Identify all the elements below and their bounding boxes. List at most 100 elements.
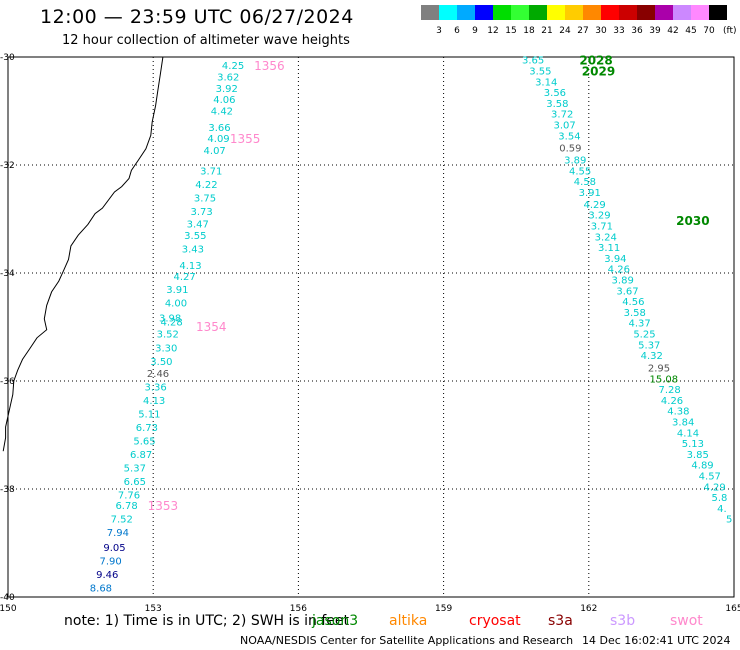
wave-height-value: 3.07 xyxy=(553,121,575,132)
wave-height-value: 5.37 xyxy=(638,340,660,351)
wave-height-value: 3.36 xyxy=(144,382,166,393)
wave-height-value: 3.24 xyxy=(595,232,617,243)
pass-time-label: 1355 xyxy=(230,132,261,146)
wave-height-value: 4.29 xyxy=(583,200,605,211)
legend-swatch xyxy=(493,5,511,20)
wave-height-value: 3.73 xyxy=(190,207,212,218)
satellite-swot: swot xyxy=(670,613,703,629)
legend-swatch xyxy=(619,5,637,20)
lat-tick-label: -36 xyxy=(0,377,15,387)
lon-tick-label: 156 xyxy=(290,604,307,614)
wave-height-value: 3.84 xyxy=(672,418,694,429)
pass-time-label: 2029 xyxy=(582,65,615,79)
wave-height-value: 3.71 xyxy=(200,166,222,177)
pass-time-label: 2030 xyxy=(676,214,709,228)
wave-height-value: 5 xyxy=(726,515,732,526)
legend-label: 18 xyxy=(523,26,535,36)
lon-tick-label: 165 xyxy=(725,604,740,614)
wave-height-value: 3.98 xyxy=(159,313,181,324)
wave-height-value: 4.27 xyxy=(174,272,196,283)
lon-tick-label: 159 xyxy=(435,604,452,614)
legend-label: 42 xyxy=(667,26,679,36)
wave-height-value: 4.37 xyxy=(628,319,650,330)
wave-height-value: 7.52 xyxy=(111,515,133,526)
legend-swatch xyxy=(601,5,619,20)
wave-height-value: 5.11 xyxy=(138,409,160,420)
legend-label: 70 xyxy=(703,26,715,36)
wave-height-value: 3.58 xyxy=(546,99,568,110)
legend-swatch xyxy=(475,5,493,20)
legend-label: 24 xyxy=(559,26,571,36)
wave-height-value: 3.91 xyxy=(166,285,188,296)
wave-height-value: 3.50 xyxy=(150,357,172,368)
legend-swatch xyxy=(439,5,457,20)
satellite-altika: altika xyxy=(389,613,428,629)
wave-height-value: 3.72 xyxy=(551,110,573,121)
legend-label: 9 xyxy=(472,26,478,36)
legend-swatch xyxy=(709,5,727,20)
wave-height-value: 3.52 xyxy=(157,329,179,340)
wave-height-value: 6.87 xyxy=(130,450,152,461)
wave-height-value: 6.73 xyxy=(136,423,158,434)
legend-label: 12 xyxy=(487,26,499,36)
wave-height-value: 4.38 xyxy=(667,407,689,418)
generated-timestamp: 14 Dec 16:02:41 UTC 2024 xyxy=(582,634,731,647)
wave-height-value: 4.13 xyxy=(179,261,201,272)
legend-swatch xyxy=(547,5,565,20)
legend-unit: (ft) xyxy=(723,26,737,36)
legend-label: 30 xyxy=(595,26,607,36)
legend-label: 27 xyxy=(577,26,589,36)
legend-swatch xyxy=(673,5,691,20)
wave-height-value: 3.14 xyxy=(535,77,557,88)
wave-height-value: 3.92 xyxy=(216,84,238,95)
wave-height-value: 3.94 xyxy=(604,254,626,265)
lon-tick-label: 150 xyxy=(0,604,17,614)
lat-tick-label: -32 xyxy=(0,161,15,171)
legend-swatch xyxy=(655,5,673,20)
map-subtitle: 12 hour collection of altimeter wave hei… xyxy=(62,33,350,48)
wave-height-value: 4.56 xyxy=(622,297,644,308)
wave-height-value: 7.76 xyxy=(118,490,140,501)
wave-height-value: 3.56 xyxy=(544,88,566,99)
wave-height-value: 4.42 xyxy=(211,106,233,117)
legend-swatch xyxy=(421,5,439,20)
wave-height-value: 3.89 xyxy=(612,275,634,286)
wave-height-value: 3.30 xyxy=(155,344,177,355)
wave-height-value: 5.37 xyxy=(124,463,146,474)
lon-tick-label: 153 xyxy=(145,604,162,614)
wave-height-value: 5.13 xyxy=(682,439,704,450)
wave-height-value: 3.91 xyxy=(579,188,601,199)
satellite-jason3: jason3 xyxy=(312,613,359,629)
wave-height-value: 3.89 xyxy=(564,156,586,167)
wave-height-value: 3.29 xyxy=(588,211,610,222)
legend-swatch xyxy=(583,5,601,20)
lat-tick-label: -38 xyxy=(0,485,15,495)
wave-height-value: 4.00 xyxy=(165,299,187,310)
wave-height-value: 4.29 xyxy=(704,482,726,493)
wave-height-value: 4.09 xyxy=(207,134,229,145)
wave-height-value: 3.11 xyxy=(598,243,620,254)
wave-height-value: 4.58 xyxy=(574,177,596,188)
legend-swatch xyxy=(637,5,655,20)
wave-height-value: 4.28 xyxy=(160,318,182,329)
wave-height-value: 3.54 xyxy=(558,131,580,142)
wave-height-value: 4.13 xyxy=(143,396,165,407)
wave-height-value: 9.46 xyxy=(96,570,118,581)
wave-height-value: 0.59 xyxy=(559,144,581,155)
pass-time-label: 1356 xyxy=(254,59,285,73)
wave-height-value: 15.08 xyxy=(649,374,678,385)
pass-time-label: 1353 xyxy=(148,499,179,513)
legend-label: 45 xyxy=(685,26,697,36)
wave-height-value: 4. xyxy=(717,504,727,515)
wave-height-value: 4.32 xyxy=(641,351,663,362)
wave-height-value: 4.25 xyxy=(222,61,244,72)
wave-height-value: 5.25 xyxy=(633,329,655,340)
wave-height-value: 7.90 xyxy=(99,556,121,567)
wave-height-value: 4.14 xyxy=(677,428,699,439)
satellite-s3a: s3a xyxy=(548,613,573,629)
wave-height-value: 9.05 xyxy=(103,543,125,554)
wave-height-value: 3.43 xyxy=(182,245,204,256)
wave-height-value: 3.62 xyxy=(217,72,239,83)
